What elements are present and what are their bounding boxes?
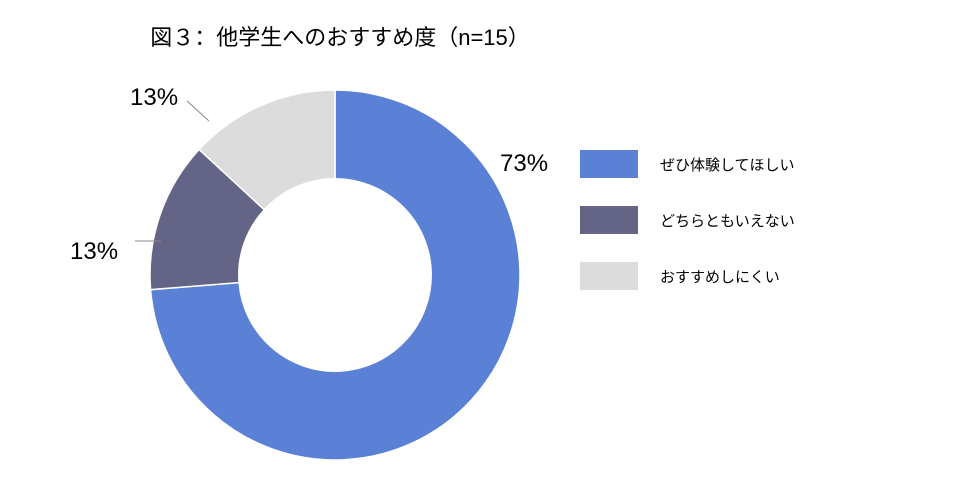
donut-svg (130, 70, 540, 480)
legend-swatch (580, 262, 638, 290)
chart-stage: 図３：他学生へのおすすめ度（n=15） ぜひ体験してほしいどちらともいえないおす… (0, 0, 960, 504)
slice-pct-label: 13% (70, 238, 118, 266)
slice-pct-label: 73% (500, 150, 548, 178)
legend-label: どちらともいえない (660, 210, 795, 231)
legend-swatch (580, 150, 638, 178)
legend-label: おすすめしにくい (660, 266, 780, 287)
legend-item: ぜひ体験してほしい (580, 150, 795, 178)
legend: ぜひ体験してほしいどちらともいえないおすすめしにくい (580, 150, 795, 318)
slice-pct-label: 13% (130, 84, 178, 112)
legend-item: どちらともいえない (580, 206, 795, 234)
legend-label: ぜひ体験してほしい (660, 154, 795, 175)
chart-title: 図３：他学生へのおすすめ度（n=15） (0, 20, 680, 52)
donut-chart (130, 70, 540, 480)
legend-swatch (580, 206, 638, 234)
legend-item: おすすめしにくい (580, 262, 795, 290)
